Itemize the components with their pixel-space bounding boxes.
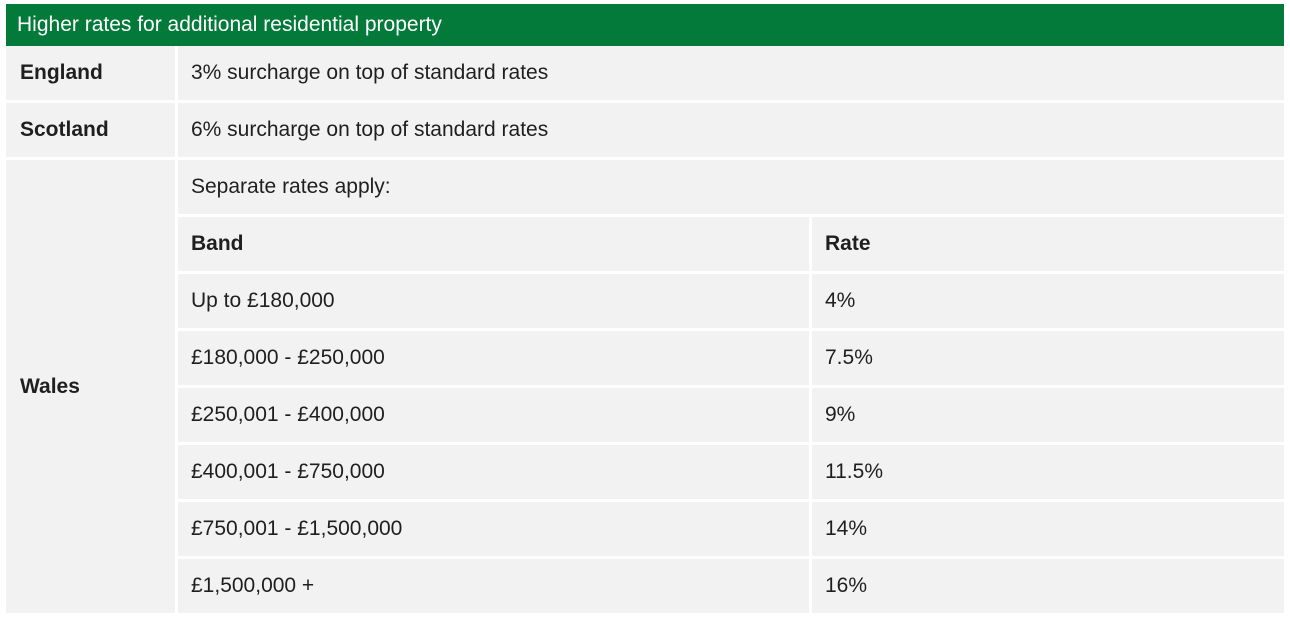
- rates-table-container: Higher rates for additional residential …: [6, 4, 1284, 616]
- rate-cell: 14%: [812, 502, 1284, 559]
- band-cell: £180,000 - £250,000: [178, 331, 812, 388]
- region-label-scotland: Scotland: [6, 103, 178, 160]
- table-row: £400,001 - £750,000 11.5%: [6, 445, 1284, 502]
- rates-table: England 3% surcharge on top of standard …: [6, 46, 1284, 616]
- band-column-header: Band: [178, 217, 812, 274]
- region-label-wales: Wales: [6, 160, 178, 616]
- table-row: £1,500,000 + 16%: [6, 559, 1284, 616]
- table-row-england: England 3% surcharge on top of standard …: [6, 46, 1284, 103]
- rate-cell: 9%: [812, 388, 1284, 445]
- region-label-england: England: [6, 46, 178, 103]
- band-cell: Up to £180,000: [178, 274, 812, 331]
- rate-cell: 7.5%: [812, 331, 1284, 388]
- table-row-scotland: Scotland 6% surcharge on top of standard…: [6, 103, 1284, 160]
- table-row: Up to £180,000 4%: [6, 274, 1284, 331]
- table-row: £180,000 - £250,000 7.5%: [6, 331, 1284, 388]
- table-row-wales-intro: Wales Separate rates apply:: [6, 160, 1284, 616]
- rate-cell: 4%: [812, 274, 1284, 331]
- wales-subtable-header-row: Band Rate: [6, 217, 1284, 274]
- scotland-rate-text: 6% surcharge on top of standard rates: [178, 103, 1284, 160]
- rate-column-header: Rate: [812, 217, 1284, 274]
- band-cell: £250,001 - £400,000: [178, 388, 812, 445]
- table-row: £750,001 - £1,500,000 14%: [6, 502, 1284, 559]
- england-rate-text: 3% surcharge on top of standard rates: [178, 46, 1284, 103]
- rate-cell: 16%: [812, 559, 1284, 616]
- table-row: £250,001 - £400,000 9%: [6, 388, 1284, 445]
- table-title: Higher rates for additional residential …: [6, 4, 1284, 46]
- wales-intro-text: Separate rates apply:: [178, 160, 1284, 217]
- band-cell: £750,001 - £1,500,000: [178, 502, 812, 559]
- band-cell: £400,001 - £750,000: [178, 445, 812, 502]
- band-cell: £1,500,000 +: [178, 559, 812, 616]
- rate-cell: 11.5%: [812, 445, 1284, 502]
